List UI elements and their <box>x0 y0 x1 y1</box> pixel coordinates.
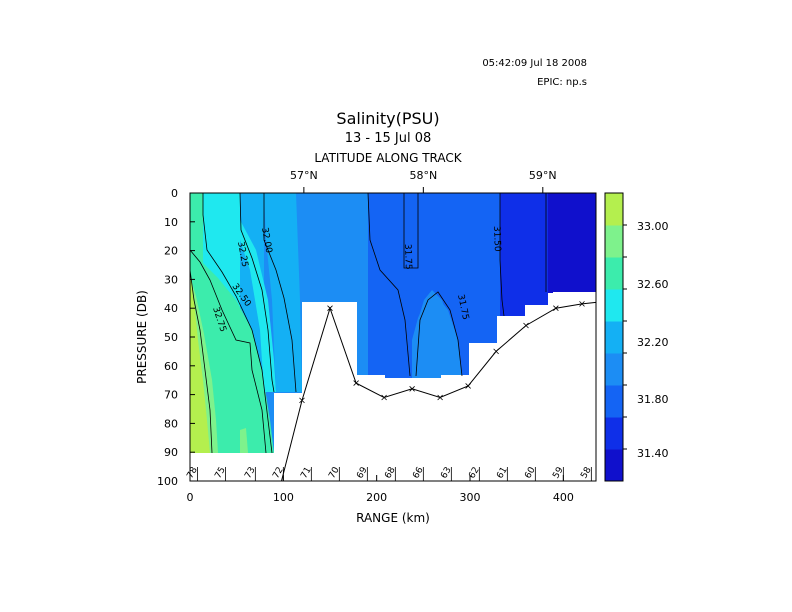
contour-label: 31.50 <box>491 226 502 252</box>
colorbar-band <box>605 257 623 290</box>
timestamp-text: 05:42:09 Jul 18 2008 <box>482 58 587 69</box>
contour-label: 32.00 <box>259 227 273 254</box>
contour-line <box>190 249 267 454</box>
y-tick-label: 60 <box>164 360 178 373</box>
latitude-tick-label: 58°N <box>409 169 437 182</box>
colorbar-band <box>605 353 623 386</box>
x-tick-label: 400 <box>553 491 574 504</box>
y-tick-label: 50 <box>164 331 178 344</box>
colorbar-tick-label: 31.80 <box>637 393 669 406</box>
top-axis-title: LATITUDE ALONG TRACK <box>314 151 462 165</box>
salinity-band <box>500 193 548 323</box>
y-tick-label: 10 <box>164 216 178 229</box>
colorbar-band <box>605 385 623 418</box>
salinity-band <box>190 270 210 453</box>
colorbar-band <box>605 193 623 226</box>
y-tick-label: 100 <box>157 475 178 488</box>
contour-line <box>367 193 411 377</box>
colorbar-band <box>605 321 623 354</box>
station-label: 73 <box>243 466 257 481</box>
station-label: 72 <box>271 466 285 481</box>
bottom-profile-point <box>409 386 415 392</box>
bottom-profile-point <box>327 305 333 311</box>
latitude-tick-label: 57°N <box>290 169 318 182</box>
colorbar-frame <box>604 192 624 482</box>
y-tick-label: 0 <box>171 187 178 200</box>
x-tick-label: 200 <box>366 491 387 504</box>
colorbar-band <box>605 449 623 482</box>
contour-lines <box>190 193 547 454</box>
contour-line <box>403 193 419 269</box>
station-label: 62 <box>467 466 481 481</box>
latitude-tick-label: 59°N <box>529 169 557 182</box>
y-tick-label: 40 <box>164 302 178 315</box>
contour-line <box>263 193 297 393</box>
latitude-axis: 57°N 58°N 59°N <box>290 169 557 193</box>
y-tick-label: 70 <box>164 389 178 402</box>
bottom-profile-point <box>381 394 387 401</box>
colorbar-band <box>605 289 623 322</box>
chart-subtitle: 13 - 15 Jul 08 <box>344 131 432 146</box>
station-label: 63 <box>439 466 453 481</box>
y-tick-label: 80 <box>164 417 178 430</box>
colorbar: 33.00 32.60 32.20 31.80 31.40 <box>604 192 669 482</box>
x-tick-label: 100 <box>273 491 294 504</box>
station-label: 61 <box>495 466 509 481</box>
y-tick-label: 20 <box>164 245 178 258</box>
bottom-profile-point <box>437 394 443 401</box>
epic-file-label: EPIC: np.s <box>537 77 587 88</box>
bottom-profile-point <box>579 301 585 307</box>
salinity-band <box>412 295 462 378</box>
x-tick-label: 0 <box>187 491 194 504</box>
contour-line <box>239 193 275 393</box>
y-tick-label: 90 <box>164 446 178 459</box>
x-tick-label: 300 <box>460 491 481 504</box>
colorbar-tick-label: 32.20 <box>637 336 669 349</box>
bottom-profile-markers <box>299 301 585 404</box>
seafloor-mask <box>190 292 596 481</box>
y-tick-label: 30 <box>164 273 178 286</box>
salinity-band <box>240 220 276 392</box>
contour-line <box>202 193 273 454</box>
colorbar-band <box>605 225 623 258</box>
bottom-profile-point <box>465 383 471 389</box>
chart-title: Salinity(PSU) <box>336 109 440 128</box>
contour-label: 31.75 <box>402 244 413 270</box>
station-label: 71 <box>299 466 313 481</box>
y-axis-title: PRESSURE (DB) <box>135 290 149 384</box>
salinity-band <box>548 193 596 293</box>
bottom-profile-point <box>493 348 499 355</box>
contour-line <box>499 193 505 317</box>
bottom-profile-point <box>553 305 559 311</box>
salinity-band <box>368 193 500 375</box>
salinity-field <box>190 193 596 481</box>
bottom-profile-point <box>299 397 305 404</box>
colorbar-tick-label: 31.40 <box>637 447 669 460</box>
contour-label: 32.25 <box>235 241 249 268</box>
colorbar-tick-label: 32.60 <box>637 278 669 291</box>
colorbar-tick-label: 33.00 <box>637 220 669 233</box>
y-axis: 0 10 20 30 40 50 60 70 80 90 100 <box>157 187 195 488</box>
x-axis-title: RANGE (km) <box>356 511 430 525</box>
salinity-band <box>240 428 248 453</box>
contour-line <box>190 269 213 454</box>
bottom-profile-point <box>353 380 359 386</box>
contour-line <box>415 291 463 377</box>
colorbar-band <box>605 417 623 450</box>
station-label: 75 <box>213 466 227 481</box>
bottom-profile-point <box>523 322 529 329</box>
